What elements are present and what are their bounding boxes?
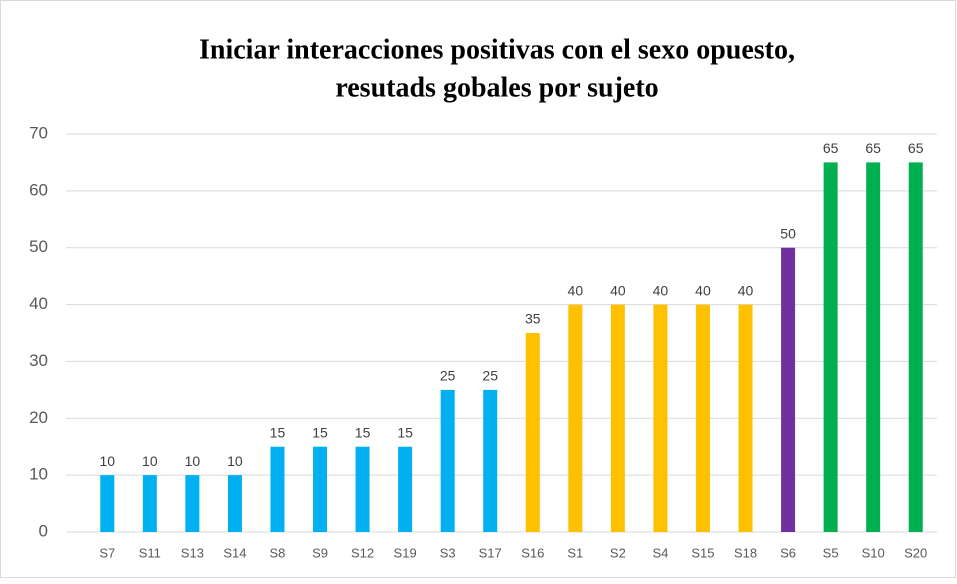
x-tick-label: S10 (862, 545, 885, 560)
data-label: 50 (780, 225, 796, 241)
x-tick-label: S1 (567, 545, 583, 560)
y-tick-label: 0 (39, 521, 48, 540)
bar (483, 389, 498, 532)
x-tick-label: S3 (440, 545, 456, 560)
y-tick-label: 60 (29, 180, 48, 199)
bar (525, 333, 540, 532)
x-tick-label: S2 (610, 545, 626, 560)
data-label: 15 (397, 424, 413, 440)
x-tick-label: S19 (394, 545, 417, 560)
bar (738, 304, 753, 532)
x-tick-label: S18 (734, 545, 757, 560)
y-tick-label: 40 (29, 294, 48, 313)
x-tick-label: S15 (691, 545, 714, 560)
data-label: 10 (142, 453, 158, 469)
data-label: 15 (270, 424, 286, 440)
bar (185, 475, 200, 532)
data-label: 10 (185, 453, 201, 469)
bar (440, 389, 455, 532)
bar (823, 162, 838, 532)
y-tick-label: 30 (29, 351, 48, 370)
bar (313, 446, 328, 532)
y-tick-label: 70 (29, 123, 48, 142)
bar (908, 162, 923, 532)
chart-title: resutads gobales por sujeto (335, 72, 658, 103)
x-tick-label: S14 (223, 545, 246, 560)
bar (355, 446, 370, 532)
data-label: 65 (865, 140, 881, 156)
bar (142, 475, 157, 532)
x-tick-label: S12 (351, 545, 374, 560)
data-label: 15 (355, 424, 371, 440)
bar (568, 304, 583, 532)
bar (100, 475, 115, 532)
x-tick-label: S13 (181, 545, 204, 560)
x-tick-label: S11 (139, 545, 161, 560)
x-tick-label: S17 (479, 545, 502, 560)
x-tick-label: S5 (823, 545, 839, 560)
bar (653, 304, 668, 532)
x-tick-label: S6 (780, 545, 796, 560)
y-tick-label: 50 (29, 237, 48, 256)
bar (398, 446, 413, 532)
x-tick-label: S9 (312, 545, 328, 560)
data-label: 35 (525, 311, 541, 327)
bar (695, 304, 710, 532)
x-tick-label: S8 (270, 545, 286, 560)
bar (610, 304, 625, 532)
data-label: 40 (568, 282, 584, 298)
data-label: 65 (823, 140, 839, 156)
data-label: 65 (908, 140, 924, 156)
data-label: 40 (653, 282, 669, 298)
data-label: 25 (482, 368, 498, 384)
data-label: 40 (738, 282, 754, 298)
bar (270, 446, 285, 532)
bar (227, 475, 242, 532)
bar (781, 247, 796, 532)
bar (866, 162, 881, 532)
data-label: 40 (695, 282, 711, 298)
y-tick-label: 10 (29, 465, 48, 484)
data-label: 10 (99, 453, 115, 469)
x-tick-label: S7 (99, 545, 115, 560)
x-tick-label: S20 (904, 545, 927, 560)
data-label: 25 (440, 368, 456, 384)
data-label: 10 (227, 453, 243, 469)
x-tick-label: S4 (652, 545, 668, 560)
y-tick-label: 20 (29, 408, 48, 427)
data-label: 15 (312, 424, 328, 440)
x-tick-label: S16 (521, 545, 544, 560)
chart-title: Iniciar interacciones positivas con el s… (199, 34, 795, 65)
data-label: 40 (610, 282, 626, 298)
